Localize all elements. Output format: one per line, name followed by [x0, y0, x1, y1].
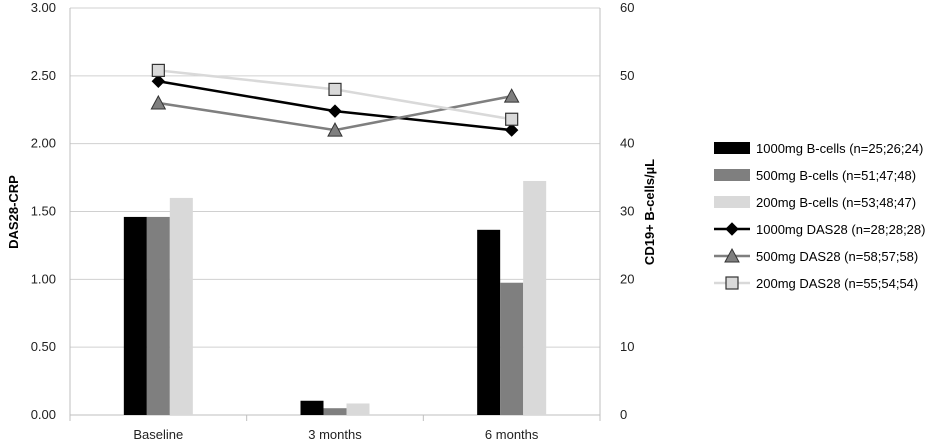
line-point — [725, 276, 739, 290]
line-point — [505, 112, 519, 126]
left-tick-label: 1.50 — [31, 204, 56, 219]
right-tick-label: 10 — [620, 339, 634, 354]
bar — [323, 408, 347, 415]
left-axis-title: DAS28-CRP — [6, 175, 21, 249]
legend-label: 500mg DAS28 (n=58;57;58) — [756, 249, 918, 264]
line-point — [328, 82, 342, 97]
right-axis-title: CD19+ B-cells/µL — [642, 159, 657, 265]
left-tick-label: 2.00 — [31, 136, 56, 151]
line-point — [504, 123, 519, 137]
left-tick-label: 2.50 — [31, 68, 56, 83]
line-series — [150, 63, 520, 137]
legend-label: 200mg B-cells (n=53;48;47) — [756, 195, 916, 210]
right-tick-label: 0 — [620, 407, 627, 422]
line-point — [150, 94, 167, 110]
x-tick-label: Baseline — [133, 427, 183, 442]
bar — [146, 216, 170, 415]
left-tick-label: 0.00 — [31, 407, 56, 422]
right-axis-ticks: 0 10 20 30 40 50 60 — [620, 0, 634, 422]
bar — [523, 180, 547, 415]
bar — [346, 403, 370, 415]
line-point — [503, 88, 520, 103]
bar — [500, 282, 524, 415]
right-tick-label: 60 — [620, 0, 634, 15]
bar — [477, 229, 501, 415]
legend-label: 200mg DAS28 (n=55;54;54) — [756, 276, 918, 291]
bar — [123, 216, 147, 415]
legend: 1000mg B-cells (n=25;26;24) 500mg B-cells… — [714, 141, 925, 291]
right-tick-label: 20 — [620, 271, 634, 286]
bar — [300, 400, 324, 415]
right-tick-label: 30 — [620, 204, 634, 219]
x-tick-label: 6 months — [485, 427, 539, 442]
x-tick-label: 3 months — [308, 427, 362, 442]
legend-swatch — [714, 142, 750, 154]
legend-swatch — [714, 196, 750, 208]
line-point — [151, 63, 165, 78]
line-point — [724, 247, 740, 263]
line-point — [327, 122, 343, 137]
right-tick-label: 40 — [620, 136, 634, 151]
legend-label: 1000mg B-cells (n=25;26;24) — [756, 141, 923, 156]
bar-series — [123, 180, 547, 415]
legend-swatch — [714, 169, 750, 181]
bar — [169, 197, 193, 415]
line-point — [151, 74, 166, 88]
right-tick-label: 50 — [620, 68, 634, 83]
left-tick-label: 1.00 — [31, 271, 56, 286]
x-axis-ticks: Baseline 3 months 6 months — [133, 427, 539, 442]
left-tick-label: 0.50 — [31, 339, 56, 354]
legend-label: 500mg B-cells (n=51;47;48) — [756, 168, 916, 183]
line-point — [725, 222, 739, 236]
line-point — [328, 104, 342, 118]
left-axis-ticks: 0.00 0.50 1.00 1.50 2.00 2.50 3.00 — [31, 0, 56, 422]
legend-label: 1000mg DAS28 (n=28;28;28) — [756, 222, 925, 237]
left-tick-label: 3.00 — [31, 0, 56, 15]
